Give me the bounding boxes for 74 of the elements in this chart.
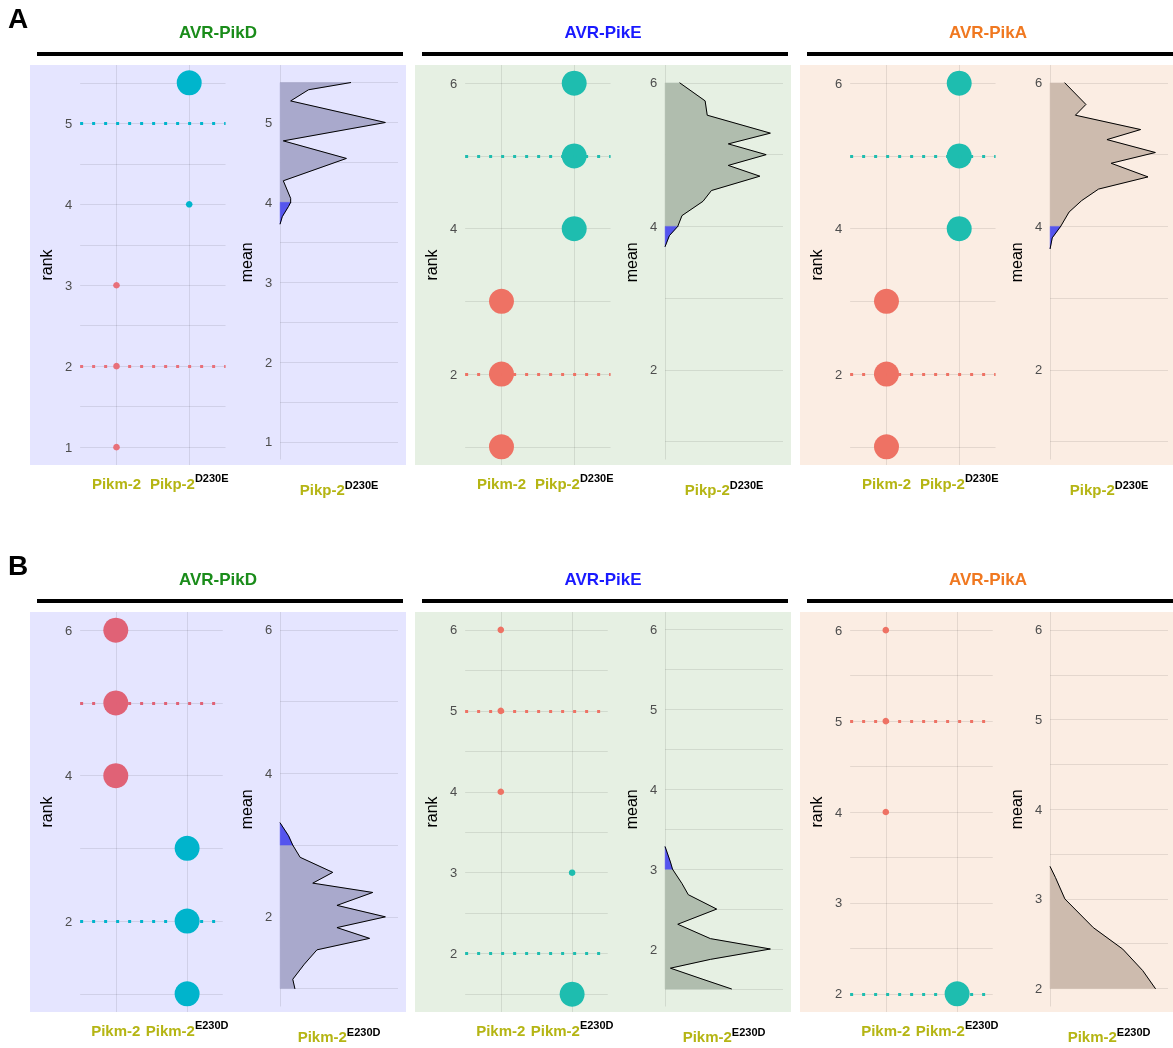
x-tick-label: Pikm-2	[91, 474, 142, 492]
y-tick-label: 2	[1034, 362, 1043, 378]
y-tick-label: 4	[449, 784, 458, 800]
y-tick-label: 4	[649, 781, 658, 797]
y-tick-label: 4	[64, 196, 73, 212]
y-tick-label: 3	[649, 861, 658, 877]
y-tick-label: 4	[649, 218, 658, 234]
y-tick-label: 4	[264, 194, 273, 210]
y-tick-label: 6	[264, 622, 273, 638]
x-tick-label: Pikm-2	[476, 1021, 526, 1039]
y-tick-label: 2	[264, 909, 273, 925]
y-axis-title: rank	[37, 795, 55, 828]
y-tick-label: 4	[1034, 218, 1043, 234]
y-axis-title: mean	[237, 242, 255, 283]
y-tick-label: 4	[449, 221, 458, 237]
y-tick-label: 6	[834, 75, 843, 91]
y-tick-label: 3	[449, 865, 458, 881]
y-tick-label: 1	[264, 434, 273, 450]
y-axis-title: mean	[622, 789, 640, 830]
chart-title: AVR-PikD	[177, 23, 259, 43]
y-tick-label: 5	[264, 115, 273, 130]
chart-title: AVR-PikE	[563, 570, 643, 590]
y-tick-label: 3	[64, 277, 73, 293]
y-axis-title: rank	[807, 248, 825, 281]
y-axis-title: mean	[237, 789, 255, 830]
y-axis-title: mean	[622, 242, 640, 283]
y-tick-label: 6	[649, 75, 658, 91]
y-tick-label: 6	[1034, 75, 1043, 91]
y-tick-label: 2	[649, 941, 658, 957]
y-tick-label: 2	[649, 362, 658, 378]
y-tick-label: 5	[834, 713, 843, 729]
y-tick-label: 4	[834, 221, 843, 237]
y-tick-label: 1	[64, 439, 73, 455]
y-tick-label: 2	[834, 986, 843, 1002]
y-axis-title: rank	[37, 248, 55, 281]
x-tick-label: Pikm-2	[861, 474, 912, 492]
y-tick-label: 5	[1034, 712, 1043, 728]
chart-title: AVR-PikA	[947, 23, 1029, 43]
text: B	[8, 550, 29, 582]
y-axis-title: rank	[807, 795, 825, 828]
y-tick-label: 2	[264, 354, 273, 370]
y-axis-title: rank	[422, 795, 440, 828]
x-tick-label: Pikm-2	[91, 1021, 141, 1039]
y-tick-label: 6	[449, 75, 458, 91]
y-tick-label: 4	[834, 804, 843, 820]
y-tick-label: 4	[1034, 801, 1043, 817]
y-tick-label: 6	[834, 622, 843, 638]
y-tick-label: 3	[1034, 891, 1043, 907]
y-tick-label: 4	[264, 765, 273, 781]
y-tick-label: 5	[649, 701, 658, 717]
y-axis-title: rank	[422, 248, 440, 281]
y-tick-label: 2	[64, 913, 73, 929]
chart-title: AVR-PikD	[177, 570, 259, 590]
y-tick-label: 2	[834, 366, 843, 382]
y-tick-label: 3	[834, 895, 843, 911]
y-tick-label: 5	[64, 115, 73, 131]
y-tick-label: 2	[64, 358, 73, 374]
x-tick-label: Pikm-2	[476, 474, 527, 492]
y-tick-label: 2	[1034, 981, 1043, 997]
text: A	[8, 3, 29, 35]
y-tick-label: 2	[449, 946, 458, 962]
y-axis-title: mean	[1007, 789, 1025, 830]
y-tick-label: 6	[449, 622, 458, 638]
y-tick-label: 4	[64, 768, 73, 784]
chart-title: AVR-PikA	[947, 570, 1029, 590]
x-tick-label: Pikm-2	[861, 1021, 911, 1039]
y-tick-label: 3	[264, 274, 273, 290]
y-tick-label: 6	[1034, 622, 1043, 638]
y-tick-label: 5	[449, 703, 458, 719]
y-tick-label: 6	[64, 622, 73, 638]
y-axis-title: mean	[1007, 242, 1025, 283]
y-tick-label: 6	[649, 622, 658, 638]
chart-title: AVR-PikE	[563, 23, 643, 43]
y-tick-label: 2	[449, 366, 458, 382]
